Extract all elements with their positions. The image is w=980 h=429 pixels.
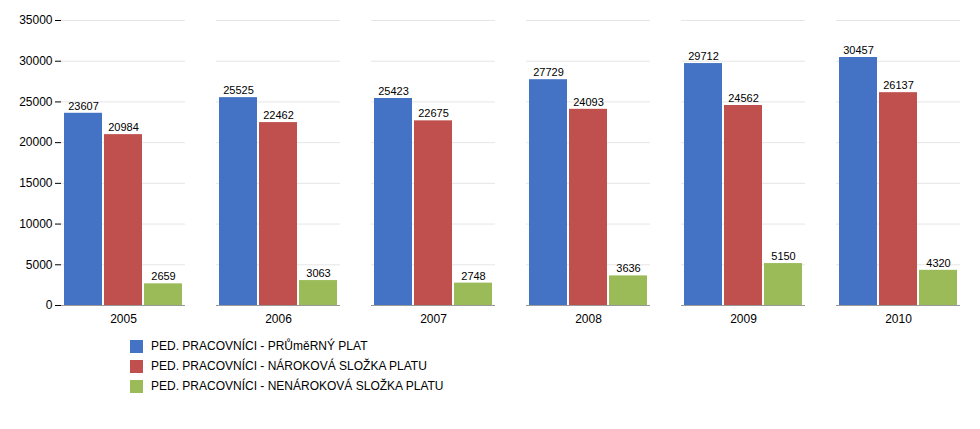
- svg-text:26137: 26137: [883, 79, 914, 91]
- svg-text:23607: 23607: [68, 100, 99, 112]
- svg-text:2008: 2008: [575, 312, 602, 326]
- svg-text:2748: 2748: [461, 270, 485, 282]
- svg-text:25525: 25525: [223, 84, 254, 96]
- svg-text:3063: 3063: [306, 267, 330, 279]
- svg-text:25000: 25000: [19, 95, 53, 109]
- html-text:PED. PRACOVNÍCI - PRŮměRNÝ PLA: PED. PRACOVNÍCI - PRŮměRNÝ PLAT: [151, 339, 368, 353]
- svg-text:24093: 24093: [573, 96, 604, 108]
- svg-text:5000: 5000: [26, 258, 53, 272]
- svg-text:5150: 5150: [771, 250, 795, 262]
- svg-text:2007: 2007: [420, 312, 447, 326]
- html-text:PED. PRACOVNÍCI - NÁROKOVÁ SLO: PED. PRACOVNÍCI - NÁROKOVÁ SLOŽKA PLATU: [151, 359, 427, 373]
- svg-text:0: 0: [46, 298, 53, 312]
- svg-text:27729: 27729: [533, 66, 564, 78]
- svg-text:2010: 2010: [885, 312, 912, 326]
- svg-text:2005: 2005: [110, 312, 137, 326]
- svg-text:10000: 10000: [19, 217, 53, 231]
- svg-text:30457: 30457: [843, 44, 874, 56]
- svg-text:25423: 25423: [378, 85, 409, 97]
- svg-text:22462: 22462: [263, 109, 294, 121]
- svg-text:24562: 24562: [728, 92, 759, 104]
- svg-text:22675: 22675: [418, 107, 449, 119]
- svg-text:3636: 3636: [616, 262, 640, 274]
- svg-text:35000: 35000: [19, 13, 53, 27]
- svg-text:20984: 20984: [108, 121, 139, 133]
- svg-text:2006: 2006: [265, 312, 292, 326]
- svg-text:2659: 2659: [151, 270, 175, 282]
- svg-text:4320: 4320: [926, 257, 950, 269]
- svg-text:20000: 20000: [19, 135, 53, 149]
- html-text:PED. PRACOVNÍCI - NENÁROKOVÁ S: PED. PRACOVNÍCI - NENÁROKOVÁ SLOŽKA PLAT…: [151, 379, 444, 393]
- svg-text:30000: 30000: [19, 54, 53, 68]
- svg-text:29712: 29712: [688, 50, 719, 62]
- svg-text:15000: 15000: [19, 176, 53, 190]
- svg-text:2009: 2009: [730, 312, 757, 326]
